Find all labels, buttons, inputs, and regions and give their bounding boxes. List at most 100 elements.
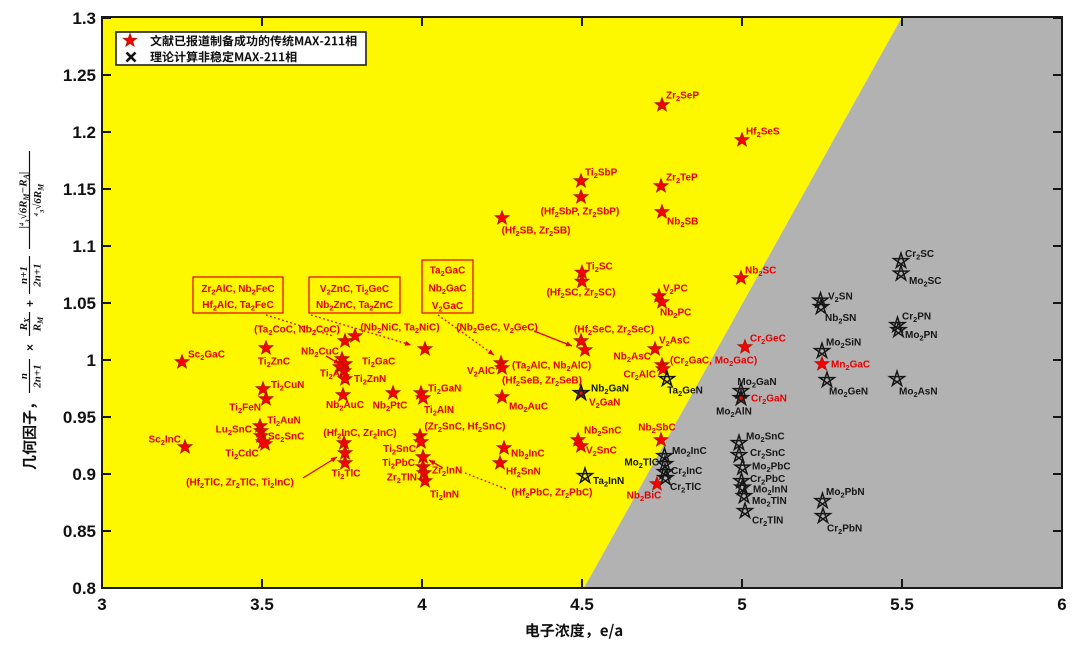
svg-text:Cr2​InC: Cr2​InC: [671, 466, 702, 479]
svg-text:Nb2​GaC: Nb2​GaC: [428, 284, 466, 297]
svg-text:Mo2​InC: Mo2​InC: [672, 446, 707, 459]
svg-text:Ta2​InN: Ta2​InN: [593, 476, 624, 489]
svg-text:(Hf2​SeB, Zr2​SeB): (Hf2​SeB, Zr2​SeB): [502, 376, 582, 389]
svg-text:Ti2​ZnC: Ti2​ZnC: [258, 357, 290, 370]
svg-text:Mo2​PN: Mo2​PN: [905, 330, 937, 343]
svg-text:Nb2​GaN: Nb2​GaN: [591, 384, 629, 397]
svg-text:Mo2​SiN: Mo2​SiN: [826, 338, 861, 351]
svg-text:5.5: 5.5: [890, 595, 914, 614]
svg-text:Nb2​CuC: Nb2​CuC: [301, 347, 339, 360]
svg-text:|43√6RM−RA|: |43√6RM−RA|: [18, 172, 32, 229]
svg-text:Ti2​TlC: Ti2​TlC: [332, 469, 361, 482]
svg-text:Ta2​GeN: Ta2​GeN: [667, 386, 703, 399]
svg-text:Ti2​SC: Ti2​SC: [586, 262, 613, 275]
svg-text:1.25: 1.25: [63, 66, 96, 85]
svg-text:Sc2​GaC: Sc2​GaC: [188, 350, 225, 363]
svg-text:V2​PC: V2​PC: [663, 284, 688, 297]
svg-text:(Nb2​NiC, Ta2​NiC): (Nb2​NiC, Ta2​NiC): [360, 323, 439, 336]
svg-text:1.2: 1.2: [72, 123, 96, 142]
svg-text:Ti2​AuN: Ti2​AuN: [267, 416, 300, 429]
svg-text:1.1: 1.1: [72, 237, 96, 256]
svg-text:V2​SnC: V2​SnC: [586, 446, 617, 459]
svg-text:+: +: [23, 300, 37, 307]
svg-text:1.15: 1.15: [63, 180, 96, 199]
svg-text:(Nb2​GeC, V2​GeC): (Nb2​GeC, V2​GeC): [456, 323, 538, 336]
svg-text:V2​AsC: V2​AsC: [659, 336, 690, 349]
svg-text:Mo2​GeN: Mo2​GeN: [829, 387, 868, 400]
svg-text:Cr2​PbC: Cr2​PbC: [750, 474, 785, 487]
svg-text:Nb2​PC: Nb2​PC: [660, 308, 691, 321]
svg-text:Nb2​ZnC, Ta2​ZnC: Nb2​ZnC, Ta2​ZnC: [316, 300, 393, 313]
svg-text:Ti2​PbC: Ti2​PbC: [382, 458, 415, 471]
svg-text:(Ta2​CoC, Nb2​CoC): (Ta2​CoC, Nb2​CoC): [254, 325, 340, 338]
svg-text:(Hf2​InC, Zr2​InC): (Hf2​InC, Zr2​InC): [323, 428, 396, 441]
svg-text:(Cr2​GaC, Mo2​GaC): (Cr2​GaC, Mo2​GaC): [670, 356, 757, 369]
svg-text:Mo2​PbC: Mo2​PbC: [752, 462, 791, 475]
svg-text:Cr2​AlC: Cr2​AlC: [624, 370, 656, 383]
svg-text:Sc2​SnC: Sc2​SnC: [268, 432, 304, 445]
svg-text:Cr2​GeC: Cr2​GeC: [750, 334, 786, 347]
svg-text:Ti2​AlN: Ti2​AlN: [424, 405, 454, 418]
svg-text:Nb2​AsC: Nb2​AsC: [614, 352, 651, 365]
svg-text:Cr2​TlN: Cr2​TlN: [752, 516, 783, 529]
svg-text:(Zr2​SnC, Hf2​SnC): (Zr2​SnC, Hf2​SnC): [424, 422, 505, 435]
svg-text:Mo2​AuC: Mo2​AuC: [509, 402, 548, 415]
svg-text:2n+1: 2n+1: [32, 364, 44, 388]
svg-text:(Hf2​SC, Zr2​SC): (Hf2​SC, Zr2​SC): [547, 288, 616, 301]
svg-text:6: 6: [1057, 595, 1066, 614]
svg-text:Cr2​TlC: Cr2​TlC: [670, 482, 701, 495]
svg-text:(Hf2​SB, Zr2​SB): (Hf2​SB, Zr2​SB): [502, 226, 571, 239]
svg-text:(Hf2​SbP, Zr2​SbP): (Hf2​SbP, Zr2​SbP): [541, 207, 620, 220]
svg-text:Ti2​GaN: Ti2​GaN: [428, 384, 461, 397]
svg-text:Nb2​PtC: Nb2​PtC: [373, 401, 408, 414]
svg-text:3: 3: [97, 595, 106, 614]
svg-text:4: 4: [417, 595, 427, 614]
svg-text:(Hf2​SeC, Zr2​SeC): (Hf2​SeC, Zr2​SeC): [574, 325, 654, 338]
svg-text:Cr2​PbN: Cr2​PbN: [827, 524, 862, 537]
svg-text:Zr2​TlN: Zr2​TlN: [387, 473, 417, 486]
svg-text:1: 1: [87, 351, 96, 370]
svg-text:Lu2​SnC: Lu2​SnC: [216, 425, 252, 438]
svg-text:Ti2​GaC: Ti2​GaC: [362, 357, 395, 370]
svg-text:1.05: 1.05: [63, 294, 96, 313]
svg-text:Ti2​CdC: Ti2​CdC: [225, 449, 258, 462]
svg-text:Hf2​AlC, Ta2​FeC: Hf2​AlC, Ta2​FeC: [202, 300, 273, 313]
svg-text:(Hf2​PbC, Zr2​PbC): (Hf2​PbC, Zr2​PbC): [511, 488, 592, 501]
svg-text:Ti2​AlC: Ti2​AlC: [320, 369, 350, 382]
svg-text:Ti2​ZnN: Ti2​ZnN: [354, 374, 386, 387]
svg-text:Nb2​SB: Nb2​SB: [667, 217, 698, 230]
svg-text:1.3: 1.3: [72, 9, 96, 28]
svg-text:3.5: 3.5: [250, 595, 274, 614]
svg-text:2n+1: 2n+1: [32, 263, 44, 287]
svg-text:Ti2​InN: Ti2​InN: [430, 490, 459, 503]
svg-text:V2​ZnC, Ti2​GeC: V2​ZnC, Ti2​GeC: [320, 284, 389, 297]
svg-text:Mo2​SC: Mo2​SC: [909, 276, 941, 289]
svg-text:Nb2​SnC: Nb2​SnC: [584, 426, 621, 439]
svg-text:Ti2​SnC: Ti2​SnC: [383, 444, 416, 457]
svg-text:Mo2​SnC: Mo2​SnC: [746, 432, 785, 445]
svg-text:Cr2​SnC: Cr2​SnC: [750, 448, 785, 461]
svg-text:Hf2​SnN: Hf2​SnN: [506, 467, 541, 480]
svg-text:Ti2​FeN: Ti2​FeN: [229, 403, 261, 416]
svg-text:0.8: 0.8: [72, 579, 96, 598]
svg-text:n: n: [18, 373, 30, 379]
svg-text:Zr2​InN: Zr2​InN: [432, 466, 462, 479]
svg-text:V2​GaN: V2​GaN: [589, 398, 620, 411]
svg-text:5: 5: [737, 595, 746, 614]
svg-text:Zr2​SeP: Zr2​SeP: [666, 91, 699, 104]
svg-text:Cr2​GaN: Cr2​GaN: [751, 394, 787, 407]
svg-text:Mo2​InN: Mo2​InN: [753, 485, 788, 498]
svg-text:Ta2​GaC: Ta2​GaC: [430, 266, 466, 279]
svg-text:V2​SN: V2​SN: [828, 292, 853, 305]
svg-text:Hf2​SeS: Hf2​SeS: [746, 127, 780, 140]
svg-text:Nb2​BiC: Nb2​BiC: [627, 491, 662, 504]
svg-text:(Hf2​TlC, Zr2​TlC, Ti2​InC): (Hf2​TlC, Zr2​TlC, Ti2​InC): [186, 478, 294, 491]
svg-text:Nb2​SC: Nb2​SC: [745, 266, 776, 279]
svg-text:Cr2​PN: Cr2​PN: [902, 312, 931, 325]
svg-text:Ti2​SbP: Ti2​SbP: [585, 168, 618, 181]
svg-text:×: ×: [23, 344, 37, 351]
svg-text:Mn2​GaC: Mn2​GaC: [831, 360, 870, 373]
svg-text:Nb2​AuC: Nb2​AuC: [326, 400, 364, 413]
svg-text:V2​GaC: V2​GaC: [432, 301, 463, 314]
svg-text:Mo2​AlN: Mo2​AlN: [716, 407, 752, 420]
